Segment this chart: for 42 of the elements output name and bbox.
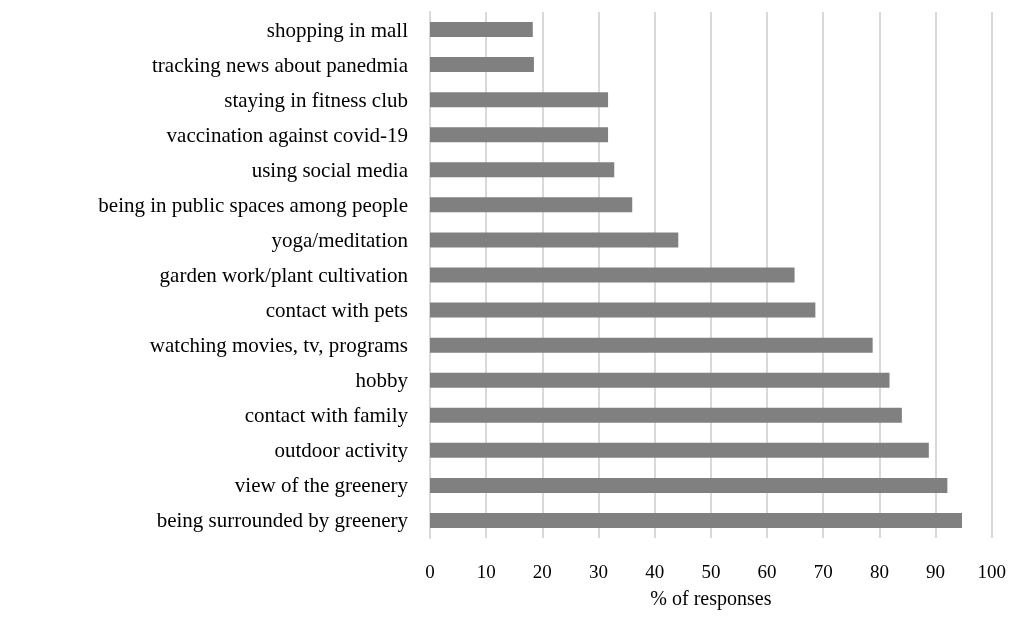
y-tick-label: shopping in mall: [266, 17, 409, 42]
bar: [430, 232, 679, 248]
bar: [430, 92, 609, 108]
x-tick-label: 60: [757, 561, 777, 582]
y-tick-label: tracking news about panedmia: [152, 52, 409, 77]
x-tick-label: 90: [926, 561, 946, 582]
y-tick-label: watching movies, tv, programs: [149, 333, 408, 358]
bar: [430, 407, 902, 423]
bar: [430, 442, 929, 458]
bar: [430, 477, 948, 493]
y-tick-label: staying in fitness club: [224, 87, 408, 112]
y-tick-label: hobby: [355, 368, 409, 393]
bar: [430, 57, 534, 73]
y-tick-label: outdoor activity: [274, 438, 409, 463]
bar: [430, 372, 890, 388]
y-tick-label: contact with pets: [265, 298, 408, 323]
bar: [430, 197, 633, 213]
y-tick-label: vaccination against covid-19: [166, 122, 408, 147]
x-tick-label: 30: [589, 561, 609, 582]
y-tick-label: being in public spaces among people: [98, 192, 408, 217]
y-tick-label: yoga/meditation: [271, 227, 409, 252]
bar: [430, 22, 533, 38]
y-tick-label: using social media: [251, 157, 409, 182]
x-tick-label: 100: [977, 561, 1006, 582]
x-tick-label: 10: [476, 561, 496, 582]
bar: [430, 162, 615, 178]
bar: [430, 127, 609, 143]
x-tick-label: 20: [532, 561, 552, 582]
x-tick-label: 40: [645, 561, 665, 582]
x-tick-label: 0: [425, 561, 435, 582]
y-tick-label: being surrounded by greenery: [156, 508, 409, 533]
x-tick-label: 80: [869, 561, 889, 582]
y-tick-label: contact with family: [244, 403, 409, 428]
bar: [430, 302, 816, 318]
x-tick-label: 50: [701, 561, 721, 582]
y-tick-label: view of the greenery: [234, 473, 409, 498]
bar: [430, 267, 795, 283]
bar: [430, 337, 873, 353]
x-axis-title: % of responses: [650, 587, 772, 610]
bar: [430, 512, 962, 528]
x-tick-label: 70: [813, 561, 833, 582]
y-tick-label: garden work/plant cultivation: [159, 263, 409, 287]
